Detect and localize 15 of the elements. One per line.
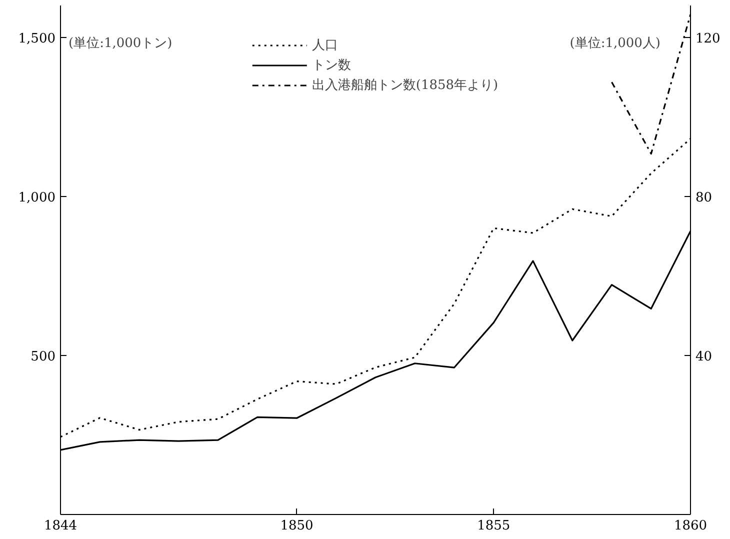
- annotation: (単位:1,000トン): [68, 36, 172, 51]
- y2-tick-label: 80: [696, 190, 712, 206]
- legend-label: 出入港船舶トン数(1858年より): [312, 77, 498, 94]
- legend-label: トン数: [312, 57, 351, 74]
- x-tick-label: 1844: [44, 518, 78, 534]
- x-tick-label: 1850: [280, 518, 314, 534]
- y2-tick-label: 40: [696, 349, 712, 364]
- y2-tick-label: 120: [696, 31, 720, 46]
- y-tick-label: 1,500: [18, 31, 56, 46]
- legend-label: 人口: [312, 37, 338, 54]
- y-tick-label: 500: [30, 349, 56, 364]
- x-tick-label: 1855: [477, 518, 510, 534]
- annotation: (単位:1,000人): [570, 36, 661, 51]
- x-tick-label: 1860: [674, 518, 708, 534]
- y-tick-label: 1,000: [18, 190, 56, 206]
